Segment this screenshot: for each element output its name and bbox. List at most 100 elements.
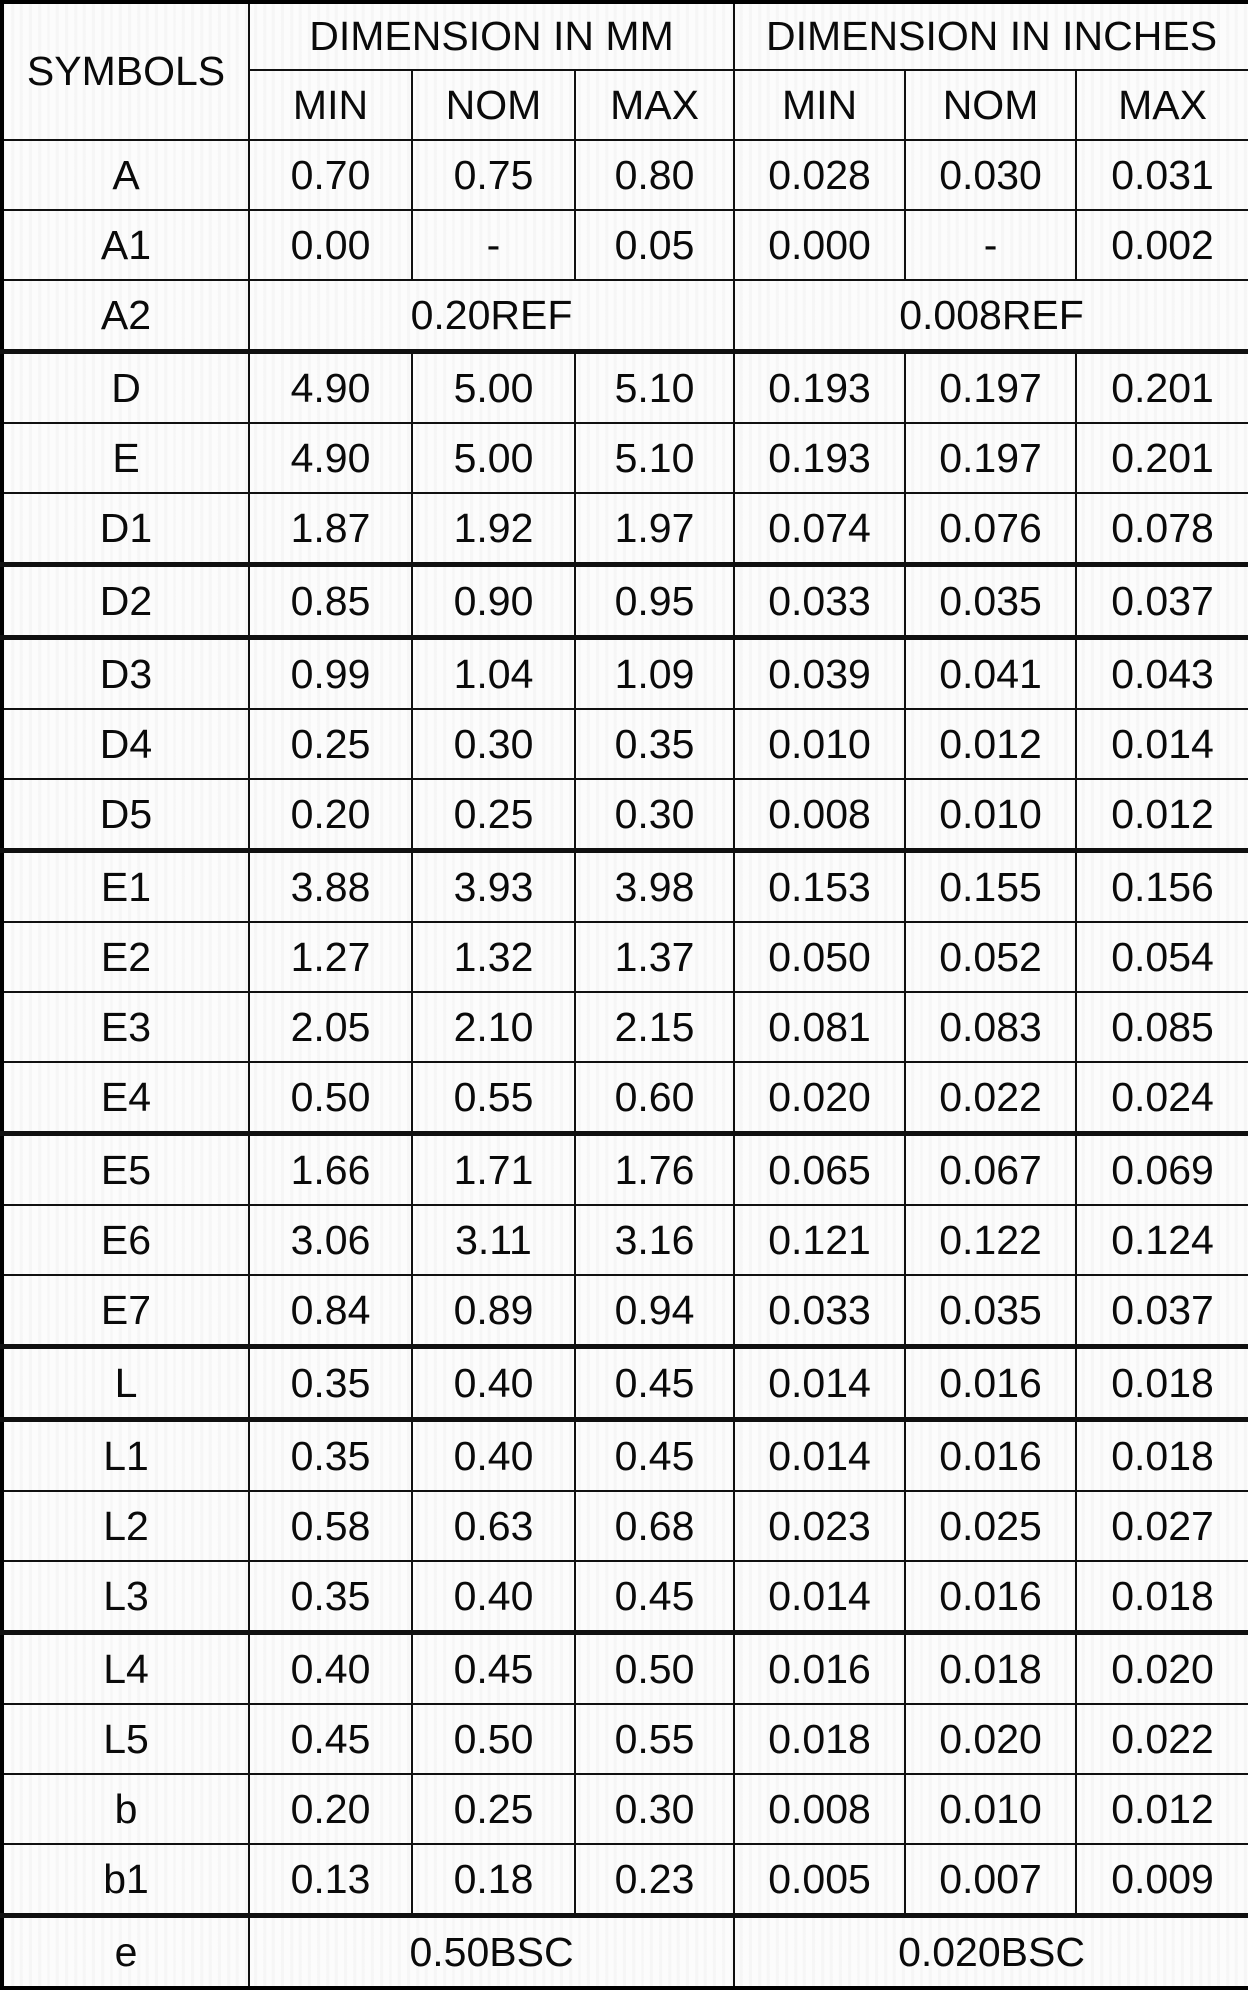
mm-nom-cell: 0.55 <box>411 1061 576 1136</box>
table-row: A2 0.20REF 0.008REF <box>1 279 1248 354</box>
in-max-cell: 0.014 <box>1075 708 1248 780</box>
table-row: E6 3.06 3.11 3.16 0.121 0.122 0.124 <box>1 1204 1248 1276</box>
mm-max-cell: 5.10 <box>573 422 736 494</box>
in-nom-cell: 0.030 <box>904 139 1078 211</box>
mm-min-cell: 0.50 <box>248 1061 413 1136</box>
in-nom-cell: 0.197 <box>904 422 1078 494</box>
mm-min-cell: 0.35 <box>248 1345 413 1422</box>
table-row: E 4.90 5.00 5.10 0.193 0.197 0.201 <box>1 422 1248 494</box>
in-nom-cell: 0.067 <box>904 1132 1078 1206</box>
in-min-cell: 0.008 <box>733 1773 907 1845</box>
mm-min-cell: 0.00 <box>248 209 413 281</box>
mm-min-cell: 4.90 <box>248 350 413 424</box>
mm-nom-header: NOM <box>411 69 576 141</box>
symbol-cell: E1 <box>1 849 250 923</box>
in-min-cell: 0.008 <box>733 778 907 853</box>
mm-max-cell: 0.50 <box>573 1631 736 1705</box>
in-min-cell: 0.065 <box>733 1132 907 1206</box>
table-row: D 4.90 5.00 5.10 0.193 0.197 0.201 <box>1 350 1248 424</box>
symbol-cell: E2 <box>1 921 250 993</box>
table-row: E7 0.84 0.89 0.94 0.033 0.035 0.037 <box>1 1274 1248 1349</box>
mm-max-cell: 3.98 <box>573 849 736 923</box>
section-header-row: SYMBOLS DIMENSION IN MM DIMENSION IN INC… <box>1 1 1248 141</box>
in-nom-cell: 0.016 <box>904 1345 1078 1422</box>
in-min-cell: 0.033 <box>733 1274 907 1349</box>
symbol-cell: D5 <box>1 778 250 853</box>
symbol-cell: L1 <box>1 1418 250 1492</box>
symbol-cell: E5 <box>1 1132 250 1206</box>
mm-nom-cell: 0.25 <box>411 1773 576 1845</box>
in-max-cell: 0.018 <box>1075 1418 1248 1492</box>
mm-max-cell: 1.76 <box>573 1132 736 1206</box>
in-min-header: MIN <box>733 69 907 141</box>
table-row: A1 0.00-0.05 0.000-0.002 <box>1 209 1248 281</box>
in-nom-cell: - <box>904 209 1078 281</box>
mm-merged-cell: 0.20REF <box>247 279 736 354</box>
mm-max-cell: 0.30 <box>573 1773 736 1845</box>
symbol-cell: D3 <box>1 636 250 710</box>
in-max-cell: 0.156 <box>1075 849 1248 923</box>
mm-min-cell: 4.90 <box>248 422 413 494</box>
in-nom-cell: 0.076 <box>904 492 1078 567</box>
symbol-cell: E6 <box>1 1204 250 1276</box>
in-min-cell: 0.050 <box>733 921 907 993</box>
mm-min-cell: 0.84 <box>248 1274 413 1349</box>
mm-min-cell: 0.85 <box>248 563 413 640</box>
mm-max-cell: 0.68 <box>573 1490 736 1562</box>
in-nom-cell: 0.035 <box>904 563 1078 640</box>
in-min-cell: 0.121 <box>733 1204 907 1276</box>
mm-min-cell: 0.35 <box>248 1560 413 1635</box>
in-max-cell: 0.054 <box>1075 921 1248 993</box>
table-row: D3 0.99 1.04 1.09 0.039 0.041 0.043 <box>1 636 1248 710</box>
symbol-cell: E3 <box>1 991 250 1063</box>
symbols-header: SYMBOLS <box>1 1 250 141</box>
mm-nom-cell: 0.40 <box>411 1418 576 1492</box>
mm-nom-cell: 0.45 <box>411 1631 576 1705</box>
in-min-cell: 0.005 <box>733 1843 907 1918</box>
in-min-cell: 0.028 <box>733 139 907 211</box>
table-row: L 0.35 0.40 0.45 0.014 0.016 0.018 <box>1 1345 1248 1422</box>
symbol-cell: L2 <box>1 1490 250 1562</box>
mm-max-cell: 0.55 <box>573 1703 736 1775</box>
mm-nom-cell: 0.40 <box>411 1560 576 1635</box>
mm-max-cell: 2.15 <box>573 991 736 1063</box>
mm-min-cell: 1.87 <box>248 492 413 567</box>
in-nom-header: NOM <box>904 69 1078 141</box>
in-nom-cell: 0.025 <box>904 1490 1078 1562</box>
in-nom-cell: 0.083 <box>904 991 1078 1063</box>
mm-nom-cell: 1.71 <box>411 1132 576 1206</box>
table-header: SYMBOLS DIMENSION IN MM DIMENSION IN INC… <box>1 1 1248 141</box>
in-nom-cell: 0.041 <box>904 636 1078 710</box>
in-max-cell: 0.012 <box>1075 1773 1248 1845</box>
in-max-cell: 0.078 <box>1075 492 1248 567</box>
symbol-cell: A2 <box>1 279 250 354</box>
mm-nom-cell: 0.25 <box>411 778 576 853</box>
mm-min-cell: 0.20 <box>248 778 413 853</box>
mm-max-cell: 0.45 <box>573 1345 736 1422</box>
mm-max-cell: 0.35 <box>573 708 736 780</box>
in-nom-cell: 0.155 <box>904 849 1078 923</box>
mm-nom-cell: 0.75 <box>411 139 576 211</box>
in-nom-cell: 0.197 <box>904 350 1078 424</box>
in-max-cell: 0.022 <box>1075 1703 1248 1775</box>
table-row: b 0.20 0.25 0.30 0.008 0.010 0.012 <box>1 1773 1248 1845</box>
mm-min-cell: 3.06 <box>248 1204 413 1276</box>
in-max-cell: 0.009 <box>1075 1843 1248 1918</box>
in-nom-cell: 0.122 <box>904 1204 1078 1276</box>
mm-nom-cell: 5.00 <box>411 350 576 424</box>
mm-max-cell: 0.45 <box>573 1418 736 1492</box>
mm-min-cell: 0.25 <box>248 708 413 780</box>
symbol-cell: D <box>1 350 250 424</box>
table-row: E2 1.27 1.32 1.37 0.050 0.052 0.054 <box>1 921 1248 993</box>
symbol-cell: D4 <box>1 708 250 780</box>
mm-nom-cell: 0.18 <box>411 1843 576 1918</box>
symbol-cell: E4 <box>1 1061 250 1136</box>
in-max-cell: 0.069 <box>1075 1132 1248 1206</box>
table-row: E4 0.50 0.55 0.60 0.020 0.022 0.024 <box>1 1061 1248 1136</box>
in-max-cell: 0.018 <box>1075 1560 1248 1635</box>
mm-min-cell: 0.99 <box>248 636 413 710</box>
mm-min-cell: 0.35 <box>248 1418 413 1492</box>
in-nom-cell: 0.022 <box>904 1061 1078 1136</box>
in-max-cell: 0.012 <box>1075 778 1248 853</box>
subheader-row: MIN NOM MAX MIN NOM MAX <box>2 69 1248 141</box>
